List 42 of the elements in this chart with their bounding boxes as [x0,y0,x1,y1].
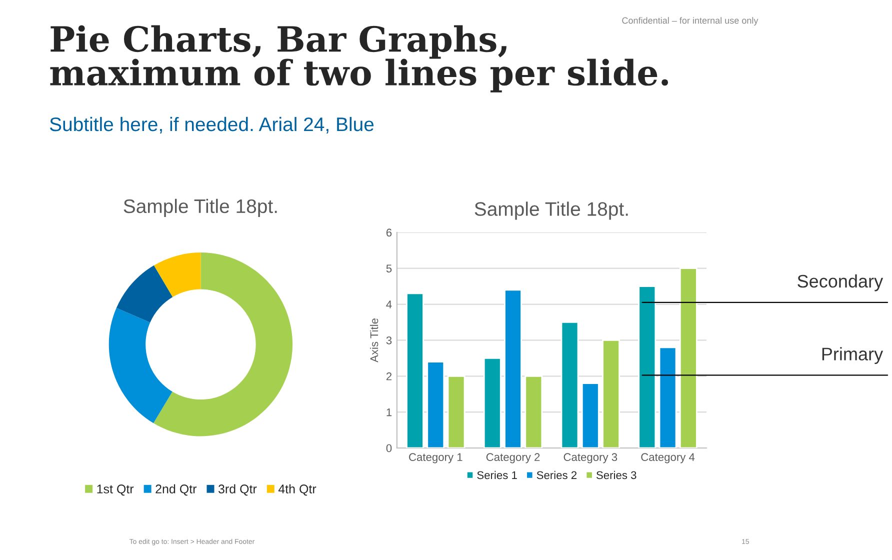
x-tick-label: Category 2 [486,453,540,464]
bar [447,375,466,448]
x-tick-label: Category 4 [641,453,695,464]
donut-slice [116,265,173,323]
bar [602,340,620,448]
y-tick-label: 4 [386,300,392,308]
y-tick-label: 3 [386,336,392,344]
legend-label: Series 1 [477,470,517,480]
bar [524,375,543,448]
y-tick-label: 1 [386,408,392,416]
chart-title: Sample Title 18pt. [124,198,277,217]
y-tick-label: 5 [386,264,392,272]
bar [581,382,600,448]
chart-title: Sample Title 18pt. [474,202,628,220]
bar [560,322,579,448]
legend-label: Series 2 [536,470,577,480]
legend-label: Series 3 [596,470,636,480]
bar [483,357,502,448]
y-tick-label: 2 [386,372,392,380]
y-tick-label: 6 [386,228,392,237]
legend-label: 3rd Qtr [218,484,257,496]
x-tick-label: Category 1 [409,453,462,464]
legend-label: 1st Qtr [97,484,134,496]
y-axis-title: Axis Title [370,318,378,362]
legend-label: 2nd Qtr [156,484,197,496]
y-tick-label: 0 [386,444,392,452]
bar [504,289,522,448]
bar [679,268,698,448]
bar [426,361,445,448]
donut-slice [154,252,201,297]
legend-label: 4th Qtr [278,484,316,496]
text: Pie Charts, Bar Graphs, maximum of two lines per slide. [50,25,668,92]
donut-slice [108,308,172,424]
text: Confidential – for internal use only [622,17,758,26]
bar [638,286,656,448]
x-tick-label: Category 3 [564,453,618,464]
bar [406,292,424,448]
donut-slice [153,252,293,436]
text: Primary [822,347,884,364]
bar [658,346,677,448]
text: Secondary [798,274,884,292]
text: Subtitle here, if needed. Arial 24, Blue [50,116,374,134]
